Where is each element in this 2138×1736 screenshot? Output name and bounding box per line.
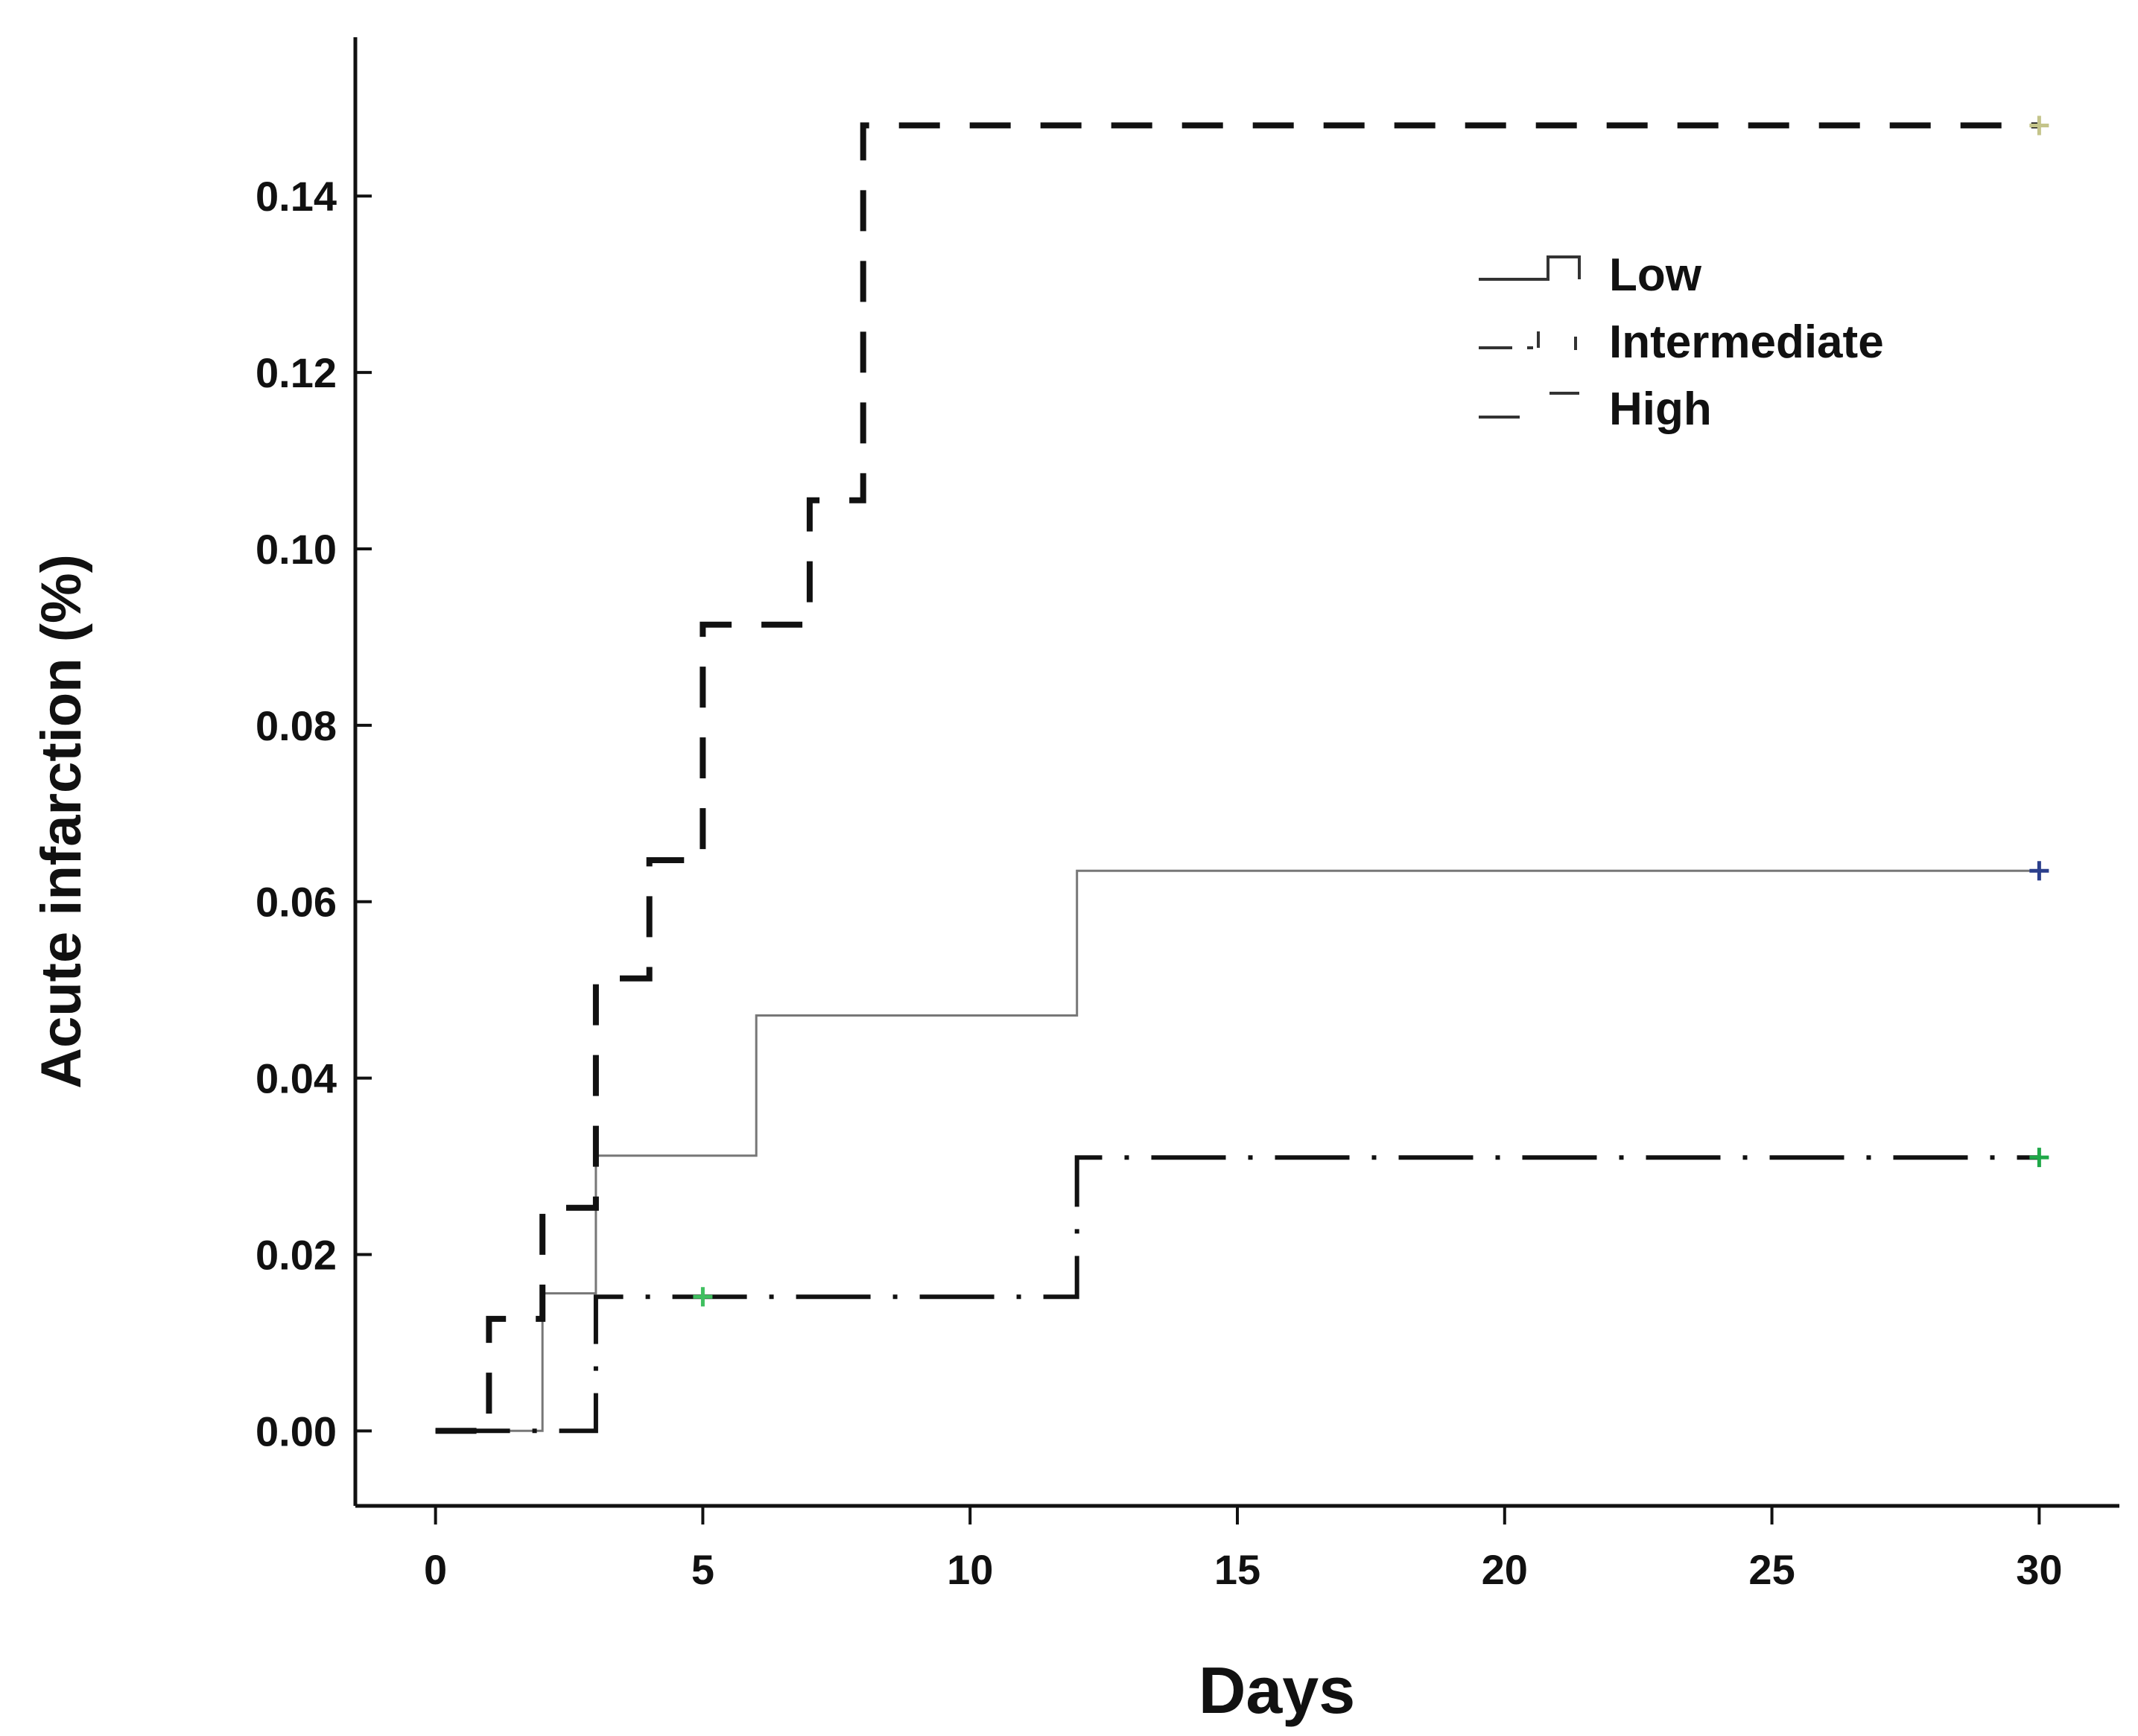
legend-label-low: Low: [1609, 249, 1702, 301]
legend-label-intermediate: Intermediate: [1609, 317, 1884, 368]
y-axis-label: Acute infarction (%): [30, 554, 93, 1089]
censor-mark: [2029, 1148, 2049, 1168]
y-tick-label: 0.00: [256, 1408, 337, 1454]
x-tick-label: 15: [1214, 1546, 1260, 1593]
legend-symbol-intermediate: [1479, 331, 1577, 350]
y-tick-label: 0.12: [256, 349, 337, 396]
censor-mark: [2029, 861, 2049, 881]
y-tick-label: 0.04: [256, 1055, 337, 1102]
legend-item-high: High: [1479, 384, 1712, 435]
legend-symbol-low: [1479, 255, 1581, 281]
series-layer: [435, 115, 2049, 1434]
plot-area: 0.00 0.02 0.04 0.06 0.08 0.10 0.12 0.14 0 5 10 15 2…: [256, 37, 2119, 1593]
censor-mark: [2029, 115, 2049, 136]
x-ticks: 0 5 10 15 20 25 30: [424, 1506, 2063, 1593]
legend: Low Intermediate High: [1479, 249, 1884, 435]
y-tick-label: 0.08: [256, 702, 337, 749]
x-tick-label: 20: [1482, 1546, 1528, 1593]
legend-item-intermediate: Intermediate: [1479, 317, 1884, 368]
x-tick-label: 10: [947, 1546, 993, 1593]
x-axis-label: Days: [1199, 1653, 1355, 1727]
y-ticks: 0.00 0.02 0.04 0.06 0.08 0.10 0.12 0.14: [256, 173, 372, 1454]
y-tick-label: 0.10: [256, 526, 337, 573]
legend-item-low: Low: [1479, 249, 1702, 301]
series-line-low: [435, 869, 2040, 1432]
censor-mark: [693, 1287, 713, 1307]
x-tick-label: 5: [691, 1546, 714, 1593]
series-line-high: [435, 122, 2040, 1434]
legend-symbol-high: [1479, 392, 1579, 419]
series-line-intermediate: [435, 1155, 2040, 1434]
x-tick-label: 30: [2016, 1546, 2062, 1593]
y-tick-label: 0.14: [256, 173, 337, 220]
y-tick-label: 0.02: [256, 1231, 337, 1278]
x-tick-label: 0: [424, 1546, 447, 1593]
legend-label-high: High: [1609, 384, 1712, 435]
x-tick-label: 25: [1748, 1546, 1795, 1593]
y-tick-label: 0.06: [256, 879, 337, 926]
